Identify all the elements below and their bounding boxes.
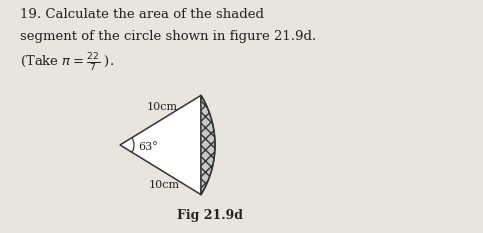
Text: 63°: 63° (138, 142, 158, 152)
Text: 19. Calculate the area of the shaded: 19. Calculate the area of the shaded (20, 8, 264, 21)
Polygon shape (120, 95, 201, 195)
Text: Fig 21.9d: Fig 21.9d (177, 209, 243, 222)
Text: 10cm: 10cm (149, 180, 180, 190)
Polygon shape (201, 95, 215, 195)
Text: segment of the circle shown in figure 21.9d.: segment of the circle shown in figure 21… (20, 30, 316, 43)
Text: (Take $\pi = \frac{22}{7}$ ).: (Take $\pi = \frac{22}{7}$ ). (20, 52, 114, 74)
Text: 10cm: 10cm (147, 102, 178, 112)
